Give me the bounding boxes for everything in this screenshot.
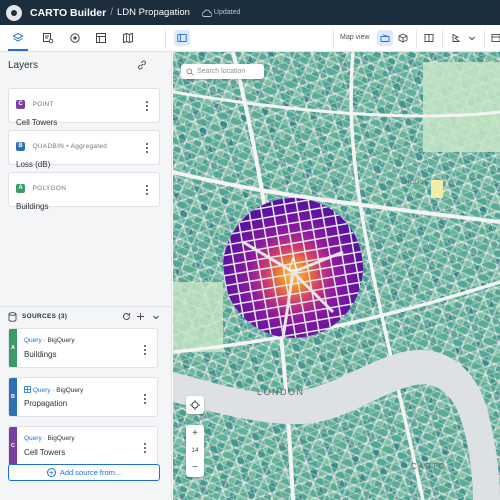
table-icon <box>24 386 31 393</box>
layer-name: Buildings <box>16 202 49 211</box>
layer-type: POINT <box>32 101 54 109</box>
active-tab-indicator <box>8 49 28 51</box>
layer-type: POLYGON <box>32 185 67 193</box>
connection-name: BigQuery <box>56 387 84 394</box>
search-placeholder: Search location <box>197 68 246 75</box>
toolbar-divider <box>416 29 417 48</box>
source-card[interactable]: A Query · BigQuery Buildings <box>8 328 158 368</box>
3d-view-button[interactable] <box>395 30 411 46</box>
layer-badge: B <box>16 142 25 152</box>
widgets-icon[interactable] <box>41 31 55 45</box>
map-view-label: Map view <box>340 34 370 41</box>
more-options-icon[interactable] <box>146 143 149 155</box>
toolbar-divider <box>442 29 443 48</box>
layers-icon[interactable] <box>11 31 25 45</box>
source-card[interactable]: B Query · BigQuery Propagation <box>8 377 158 417</box>
zoom-in-button[interactable]: + <box>192 428 198 439</box>
link-icon[interactable] <box>137 60 147 70</box>
toolbar: Map view <box>0 25 500 52</box>
zoom-level: 14 <box>191 447 199 454</box>
connection-name: BigQuery <box>47 435 75 442</box>
cloud-check-icon <box>201 9 212 17</box>
cell-tower-icon[interactable] <box>288 256 298 271</box>
more-options-icon[interactable] <box>146 185 149 197</box>
query-label: Query <box>24 337 42 344</box>
connection-name: BigQuery <box>47 337 75 344</box>
source-letter: A <box>9 329 17 367</box>
basemap-icon[interactable] <box>121 31 135 45</box>
source-query: Query · BigQuery <box>24 337 75 344</box>
save-status: Updated <box>213 9 241 16</box>
carto-logo-icon[interactable] <box>6 4 22 21</box>
toolbar-divider <box>484 29 485 48</box>
map-label-house: HOUSE <box>405 180 429 186</box>
map-canvas[interactable]: Search location LONDON HOUSE CARTO + 14 … <box>173 52 500 500</box>
map-label-carto: CARTO <box>411 462 447 471</box>
add-source-icon[interactable] <box>136 312 145 321</box>
layer-badge: A <box>16 184 25 194</box>
toolbar-divider <box>333 29 334 48</box>
more-options-icon[interactable] <box>146 101 149 113</box>
plus-icon: + <box>46 468 56 477</box>
database-icon <box>8 312 17 322</box>
search-icon <box>186 67 194 76</box>
source-name: Buildings <box>24 350 57 359</box>
source-query: Query · BigQuery <box>24 386 83 394</box>
layer-name: Loss (dB) <box>16 160 51 169</box>
crosshair-icon <box>190 400 200 410</box>
refresh-icon[interactable] <box>122 312 131 321</box>
draw-tool-icon[interactable] <box>448 30 464 46</box>
layer-type: QUADBIN • Aggregated <box>32 143 108 151</box>
app-brand: CARTO Builder <box>30 6 107 19</box>
map-name[interactable]: LDN Propagation <box>117 7 190 18</box>
more-options-icon[interactable] <box>144 443 147 455</box>
basemap <box>173 52 500 500</box>
split-view-button[interactable] <box>421 30 437 46</box>
chevron-down-icon[interactable] <box>464 30 480 46</box>
source-letter: B <box>9 378 17 416</box>
2d-view-button[interactable] <box>377 30 393 46</box>
zoom-out-button[interactable]: − <box>192 462 198 473</box>
add-source-label: Add source from... <box>59 468 122 477</box>
breadcrumb-separator: / <box>110 7 114 18</box>
source-name: Propagation <box>24 399 68 408</box>
layer-card[interactable]: B QUADBIN • Aggregated Loss (dB) <box>8 130 160 169</box>
add-source-button[interactable]: + Add source from... <box>8 464 160 481</box>
sources-header: SOURCES (3) <box>0 306 171 326</box>
toolbar-divider <box>165 29 166 48</box>
more-options-icon[interactable] <box>144 345 147 357</box>
left-panel: Layers C POINT Cell Towers B QUADBIN • A… <box>0 52 172 500</box>
source-letter: C <box>9 427 17 465</box>
layer-name: Cell Towers <box>16 118 58 127</box>
more-options-icon[interactable] <box>144 394 147 406</box>
layer-card[interactable]: C POINT Cell Towers <box>8 88 160 127</box>
panel-toggle-button[interactable] <box>174 30 190 46</box>
layer-card[interactable]: A POLYGON Buildings <box>8 172 160 211</box>
layer-badge: C <box>16 100 25 110</box>
query-label: Query <box>24 435 42 442</box>
zoom-control: + 14 − <box>186 425 204 477</box>
table-view-button[interactable] <box>488 30 500 46</box>
source-name: Cell Towers <box>24 448 66 457</box>
map-label-london: LONDON <box>257 387 305 397</box>
query-label: Query <box>32 387 51 394</box>
chevron-down-icon[interactable] <box>152 313 160 321</box>
top-bar: CARTO Builder / LDN Propagation Updated <box>0 0 500 25</box>
location-search[interactable]: Search location <box>181 64 264 79</box>
locate-button[interactable] <box>186 396 204 414</box>
source-card[interactable]: C Query · BigQuery Cell Towers <box>8 426 158 466</box>
interactions-icon[interactable] <box>68 31 82 45</box>
sources-title: SOURCES (3) <box>22 313 68 320</box>
layers-title: Layers <box>8 60 39 71</box>
source-query: Query · BigQuery <box>24 435 75 442</box>
sql-table-icon[interactable] <box>94 31 108 45</box>
